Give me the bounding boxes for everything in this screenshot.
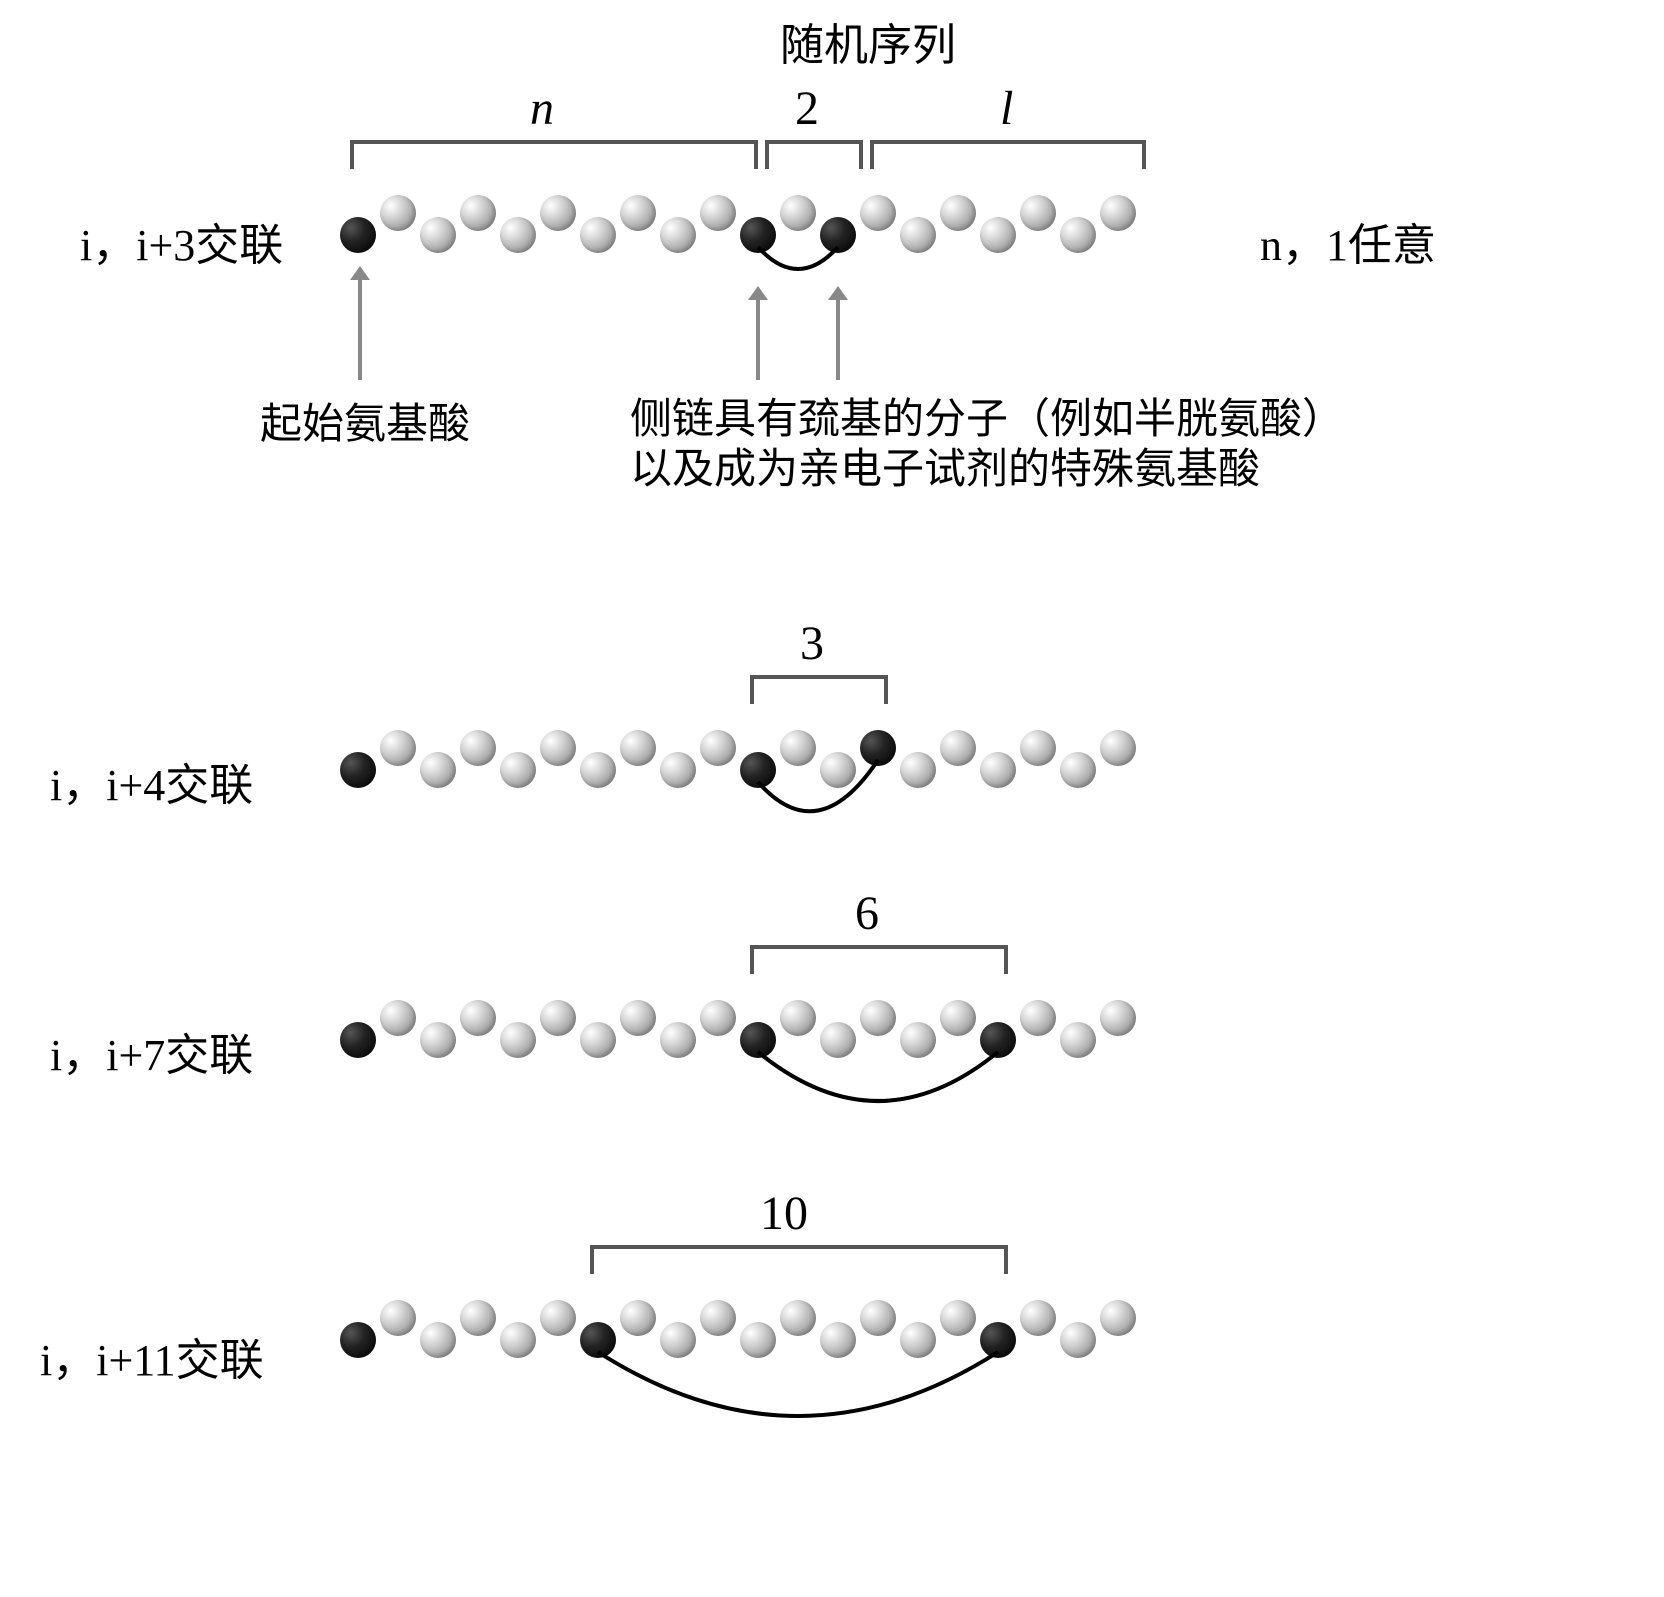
row1-bracket-2-label: 2 — [795, 80, 819, 138]
right-note: n，1任意 — [1260, 220, 1436, 273]
row4-arc — [340, 1300, 1160, 1520]
row3-bracket — [750, 945, 1008, 974]
row1-label: i，i+3交联 — [80, 220, 283, 273]
row4-label: i，i+11交联 — [40, 1335, 264, 1388]
row1-arrow-start — [358, 280, 362, 380]
diagram-page: 随机序列 i，i+3交联 n 2 l n，1任意 起始氨基酸 侧链具有巯基的分子… — [0, 0, 1664, 1597]
row1-arrow-mid1 — [756, 300, 760, 380]
crosslink-arc — [758, 247, 838, 269]
crosslink-arc — [758, 760, 878, 811]
crosslink-arc — [758, 1052, 998, 1101]
row4-bracket — [590, 1245, 1008, 1274]
crosslink-arc — [598, 1352, 998, 1416]
title-random-seq: 随机序列 — [780, 20, 956, 73]
row2-bracket — [750, 675, 888, 704]
row3-arc — [340, 1000, 1160, 1200]
row3-bracket-label: 6 — [855, 885, 879, 943]
row2-bracket-label: 3 — [800, 615, 824, 673]
row1-bracket-l-label: l — [1000, 80, 1013, 138]
row1-bracket-n — [350, 140, 758, 169]
row4-bracket-label: 10 — [760, 1185, 808, 1243]
row1-arrow-mid2 — [836, 300, 840, 380]
row2-label: i，i+4交联 — [50, 760, 253, 813]
row3-label: i，i+7交联 — [50, 1030, 253, 1083]
row1-bracket-2 — [765, 140, 863, 169]
row1-arrow-start-label: 起始氨基酸 — [260, 400, 470, 450]
row2-arc — [340, 730, 1160, 930]
row1-bracket-n-label: n — [530, 80, 554, 138]
row1-bracket-l — [870, 140, 1146, 169]
row1-arrow-mid-label: 侧链具有巯基的分子（例如半胱氨酸） 以及成为亲电子试剂的特殊氨基酸 — [630, 395, 1344, 496]
